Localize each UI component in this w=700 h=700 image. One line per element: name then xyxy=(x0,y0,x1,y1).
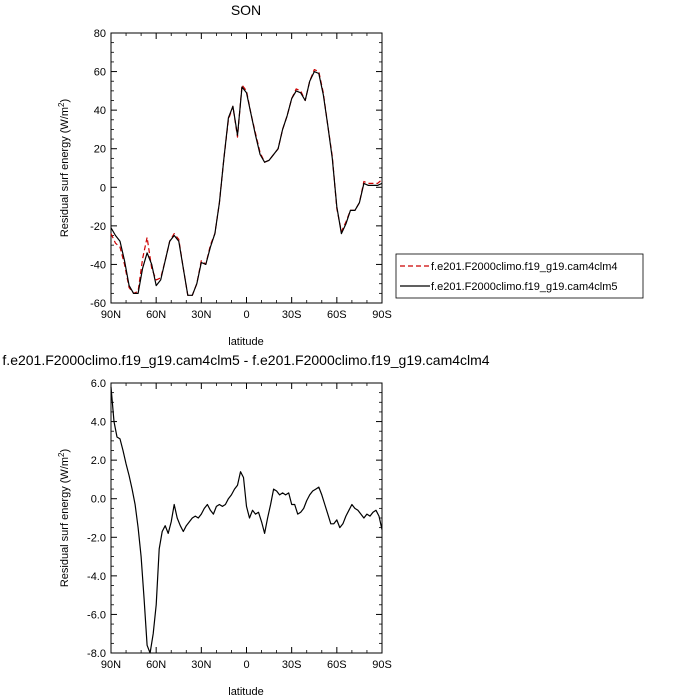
top-series-line-1 xyxy=(110,70,383,296)
top-x-tick-label: 90S xyxy=(372,309,392,321)
top-y-axis-label: Residual surf energy (W/m2) xyxy=(57,99,71,237)
bottom-y-tick-label: -4.0 xyxy=(87,571,106,583)
bottom-x-axis-label: latitude xyxy=(228,686,263,698)
bottom-x-tick-label: 90S xyxy=(372,659,392,671)
bottom-x-tick-label: 90N xyxy=(101,659,121,671)
bottom-y-tick-label: -6.0 xyxy=(87,609,106,621)
bottom-y-tick-label: -2.0 xyxy=(87,532,106,544)
bottom-x-tick-label: 60N xyxy=(146,659,166,671)
bottom-x-tick-label: 60S xyxy=(327,659,347,671)
legend: f.e201.F2000climo.f19_g19.cam4clm4 f.e20… xyxy=(395,253,644,299)
bottom-y-tick-label: 2.0 xyxy=(91,455,106,467)
bottom-y-tick-label: 0.0 xyxy=(91,494,106,506)
top-x-tick-label: 60S xyxy=(327,309,347,321)
top-panel: SON 90N 60N 30N 0 30S 60S 90S -60 -40 -20 0 20 40 60 8… xyxy=(57,2,644,348)
top-x-tick-label: 0 xyxy=(243,309,249,321)
top-x-tick-label: 90N xyxy=(101,309,121,321)
bottom-axis-ticks: 90N 60N 30N 0 30S 60S 90S -8.0 -6.0 -4.0 -2.0 0.0 2.… xyxy=(87,378,392,671)
top-series-lines xyxy=(110,68,383,296)
top-x-axis-label: latitude xyxy=(228,336,263,348)
bottom-y-tick-label: 4.0 xyxy=(91,417,106,429)
legend-box xyxy=(395,253,644,299)
top-y-tick-label: 80 xyxy=(94,28,106,40)
bottom-y-axis-label: Residual surf energy (W/m2) xyxy=(57,449,71,587)
bottom-x-tick-label: 30S xyxy=(282,659,302,671)
top-series-line-0 xyxy=(110,68,383,296)
top-axis-ticks: 90N 60N 30N 0 30S 60S 90S -60 -40 -20 0 20 40 60 80 xyxy=(90,28,392,321)
bottom-panel: f.e201.F2000climo.f19_g19.cam4clm5 - f.e… xyxy=(2,352,489,698)
top-y-tick-label: -20 xyxy=(90,221,106,233)
top-y-tick-label: -40 xyxy=(90,259,106,271)
bottom-series-line-0 xyxy=(110,386,383,654)
bottom-y-tick-label: 6.0 xyxy=(91,378,106,390)
top-y-tick-label: 60 xyxy=(94,67,106,79)
top-x-tick-label: 60N xyxy=(146,309,166,321)
bottom-y-tick-label: -8.0 xyxy=(87,648,106,660)
top-y-tick-label: 20 xyxy=(94,144,106,156)
top-plot-frame xyxy=(110,32,383,304)
bottom-panel-title: f.e201.F2000climo.f19_g19.cam4clm5 - f.e… xyxy=(2,352,489,368)
top-y-tick-label: 0 xyxy=(100,182,106,194)
legend-label-cam4clm5: f.e201.F2000climo.f19_g19.cam4clm5 xyxy=(431,281,618,293)
top-x-tick-label: 30N xyxy=(191,309,211,321)
bottom-series-lines xyxy=(110,386,383,654)
bottom-plot-frame xyxy=(110,382,383,654)
top-y-tick-label: 40 xyxy=(94,105,106,117)
top-x-tick-label: 30S xyxy=(282,309,302,321)
legend-label-cam4clm4: f.e201.F2000climo.f19_g19.cam4clm4 xyxy=(431,261,618,273)
bottom-x-tick-label: 0 xyxy=(243,659,249,671)
top-y-tick-label: -60 xyxy=(90,298,106,310)
top-panel-title: SON xyxy=(231,2,261,18)
bottom-x-tick-label: 30N xyxy=(191,659,211,671)
